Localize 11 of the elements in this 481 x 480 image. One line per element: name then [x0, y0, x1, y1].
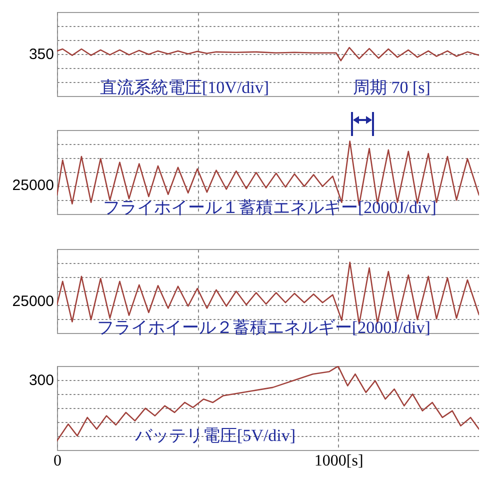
text: 350	[28, 46, 54, 63]
annotation: 直流系統電圧[10V/div]	[100, 78, 270, 97]
annotation: フライホイール２蓄積エネルギー[2000J/div]	[97, 318, 430, 337]
x-tick-label: 1000[s]	[314, 452, 364, 470]
text: 25000	[12, 177, 54, 194]
text: 25000	[12, 293, 54, 310]
text: 300	[28, 372, 54, 389]
annotation: フライホイール１蓄積エネルギー[2000J/div]	[103, 198, 436, 217]
annotation: 周期 70 [s]	[353, 78, 430, 97]
x-tick-label: 0	[54, 452, 62, 470]
annotation: バッテリ電圧[5V/div]	[134, 426, 296, 445]
